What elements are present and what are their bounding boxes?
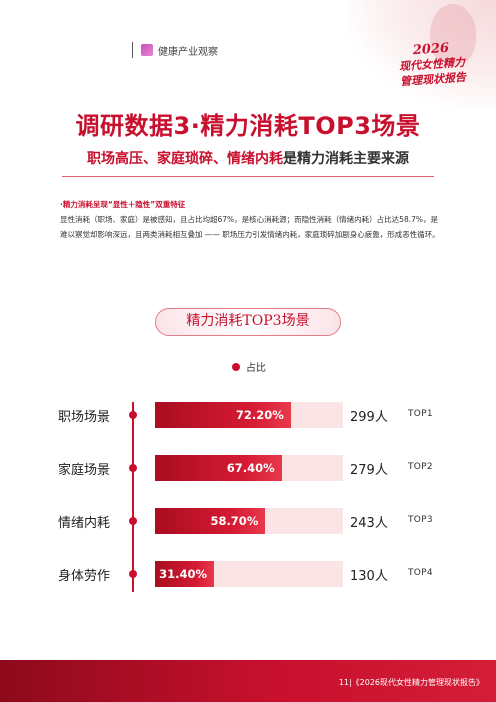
axis-node [129,570,137,578]
respondent-count: 299人 [350,410,388,425]
bar-track: 31.40% [155,561,343,587]
rank-label: TOP1 [408,409,433,419]
bar: 67.40% [155,455,282,481]
note-body: 显性消耗（职场、家庭）是被感知，且占比均超67%，是核心消耗源；而隐性消耗（情绪… [60,215,440,239]
category-label: 身体劳作 [58,569,111,584]
bar-row: 情绪内耗 58.70% 243人 TOP3 [0,508,496,534]
category-label: 职场场景 [58,410,111,425]
respondent-count: 279人 [350,463,388,478]
bar: 72.20% [155,402,291,428]
legend-marker-icon [232,362,240,371]
bar-value-label: 72.20% [235,408,284,422]
title-divider [62,176,434,177]
subtitle-highlight: 职场高压、家庭琐碎、情绪内耗 [87,151,283,167]
respondent-count: 243人 [350,516,388,531]
rank-label: TOP3 [408,515,433,525]
bar: 58.70% [155,508,266,534]
rank-label: TOP4 [408,568,433,578]
bar-row: 家庭场景 67.40% 279人 TOP2 [0,455,496,481]
footer-page-label: 11|《2026现代女性精力管理现状报告》 [338,678,484,687]
bar-value-label: 58.70% [210,514,259,528]
axis-node [129,517,137,525]
legend-label: 占比 [246,363,266,374]
chart-legend: 占比 [232,359,266,374]
bar: 31.40% [155,561,215,587]
respondent-count: 130人 [350,569,388,584]
bar-track: 67.40% [155,455,343,481]
page-subtitle: 职场高压、家庭琐碎、情绪内耗是精力消耗主要来源 [0,148,496,168]
page-footer: 11|《2026现代女性精力管理现状报告》 [0,660,496,702]
bar-row: 身体劳作 31.40% 130人 TOP4 [0,561,496,587]
category-label: 情绪内耗 [58,516,111,531]
brand-divider [132,42,133,58]
bar-value-label: 67.40% [226,461,275,475]
bar-track: 58.70% [155,508,343,534]
brand-header: 健康产业观察 [132,42,218,58]
bar-row: 职场场景 72.20% 299人 TOP1 [0,402,496,428]
subtitle-rest: 是精力消耗主要来源 [283,151,409,167]
report-corner-title: 2026 现代女性精力 管理现状报告 [381,39,484,91]
bar-track: 72.20% [155,402,343,428]
axis-node [129,411,137,419]
axis-node [129,464,137,472]
category-label: 家庭场景 [58,463,111,478]
woman-silhouette-icon [430,4,476,64]
note-heading: ·精力消耗呈现“显性＋隐性”双重特征 [60,200,186,209]
corner-decoration [346,0,496,110]
brand-name: 健康产业观察 [158,46,218,58]
rank-label: TOP2 [408,462,433,472]
brand-logo-icon [141,44,153,56]
page-title: 调研数据3·精力消耗TOP3场景 [75,112,421,140]
bar-value-label: 31.40% [159,567,208,581]
chart-axis-line [132,402,134,592]
chart-title: 精力消耗TOP3场景 [155,308,341,336]
